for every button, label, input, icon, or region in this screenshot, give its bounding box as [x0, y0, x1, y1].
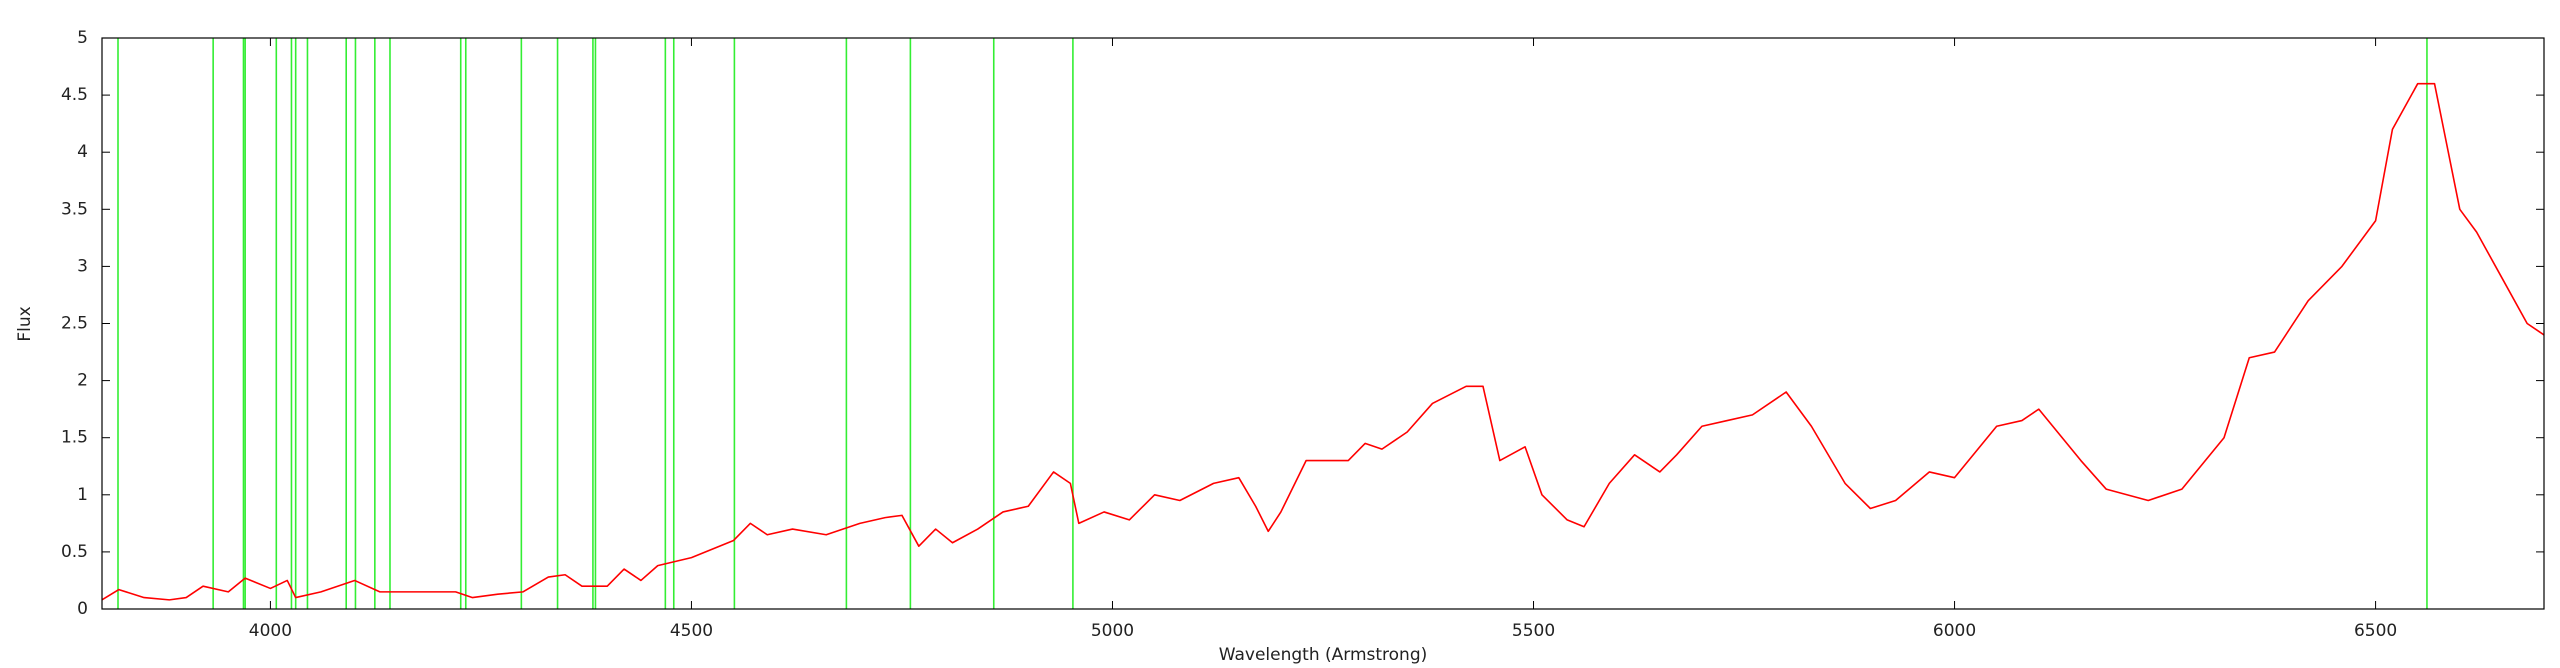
y-tick-label: 4.5: [61, 85, 88, 105]
x-tick-label: 5500: [1512, 621, 1555, 641]
y-tick-label: 0.5: [61, 542, 88, 562]
y-tick-label: 1: [77, 485, 88, 505]
y-tick-label: 3: [77, 256, 88, 276]
plot-frame: [101, 37, 2545, 610]
y-tick-label: 3.5: [61, 199, 88, 219]
spectrum-line: [101, 82, 2545, 601]
y-tick-label: 1.5: [61, 428, 88, 448]
x-tick-label: 6500: [2354, 621, 2397, 641]
x-tick-label: 6000: [1933, 621, 1976, 641]
y-tick-label: 0: [77, 599, 88, 619]
y-tick-label: 4: [77, 142, 88, 162]
x-tick-label: 4500: [670, 621, 713, 641]
x-tick-label: 5000: [1091, 621, 1134, 641]
x-tick-label: 4000: [249, 621, 292, 641]
y-tick-label: 2: [77, 371, 88, 391]
x-axis-label: Wavelength (Armstrong): [1219, 645, 1428, 665]
y-tick-label: 5: [77, 28, 88, 48]
y-axis-label: Flux: [15, 306, 35, 341]
y-tick-label: 2.5: [61, 314, 88, 334]
